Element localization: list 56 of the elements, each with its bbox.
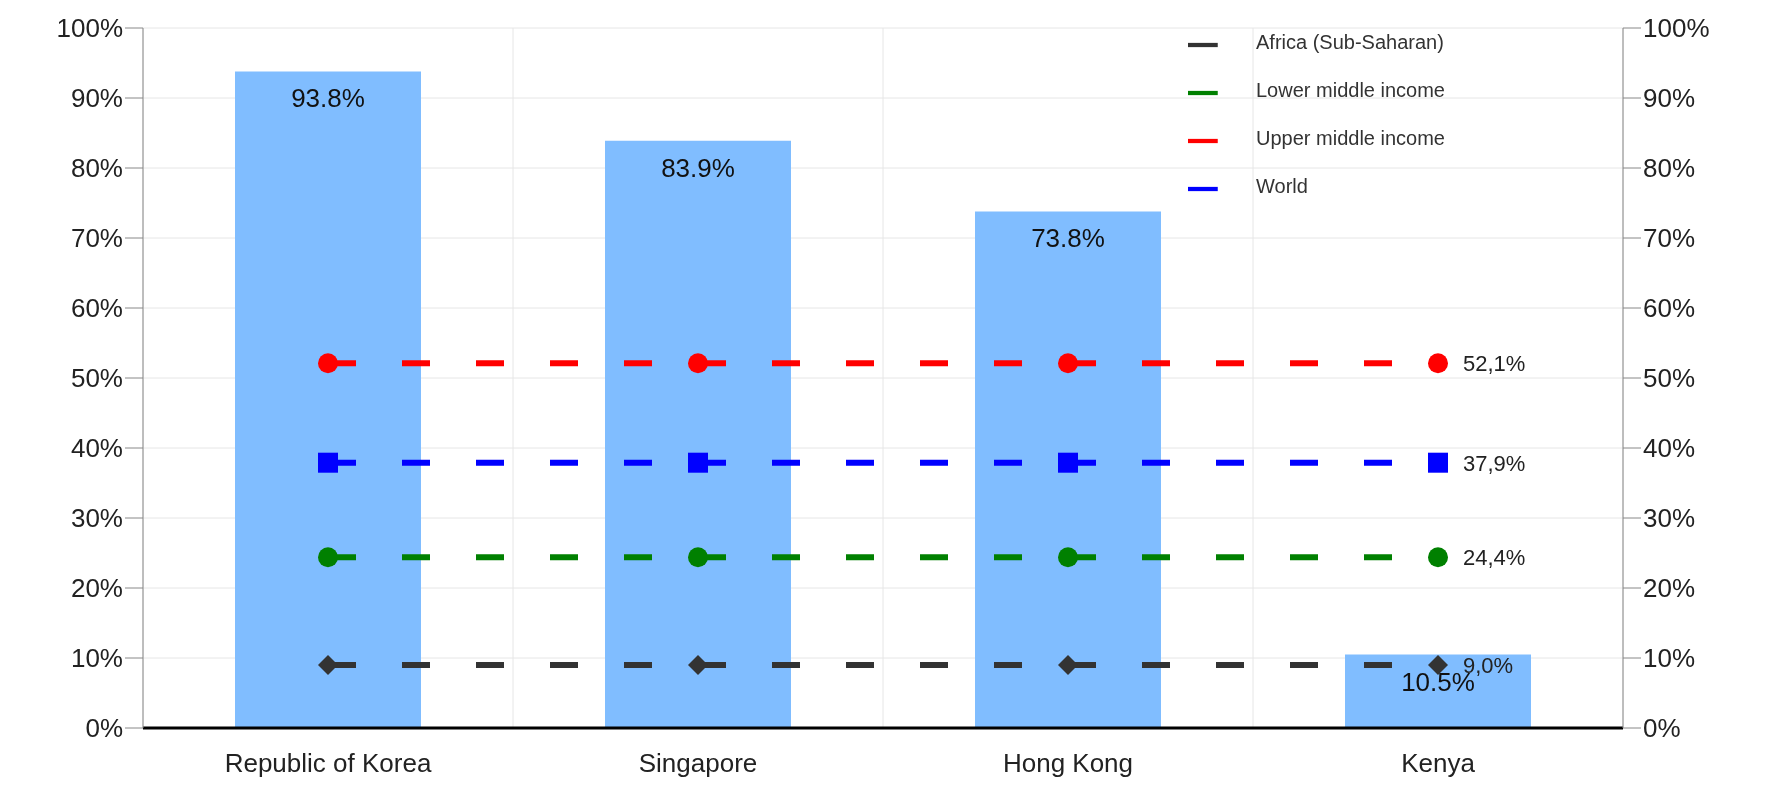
x-tick-label: Singapore [638, 748, 758, 779]
bar [975, 211, 1161, 728]
point [318, 353, 338, 374]
y-tick-label: 50% [70, 363, 123, 394]
y-tick-label: 70% [70, 223, 123, 254]
point [1058, 655, 1078, 675]
point [1428, 452, 1448, 473]
legend-label: Lower middle income [1256, 79, 1445, 101]
point [688, 353, 708, 374]
y2-tick-label: 40% [1643, 433, 1696, 464]
y2-tick-label: 70% [1643, 223, 1696, 254]
y2-tick-label: 0% [1643, 713, 1681, 744]
y2-tick-label: 100% [1643, 13, 1710, 44]
y-tick-label: 10% [70, 643, 123, 674]
bar [1345, 654, 1531, 728]
y2-tick-label: 20% [1643, 573, 1696, 604]
legend-label: Upper middle income [1256, 127, 1445, 149]
y-tick-label: 30% [70, 503, 123, 534]
point [688, 547, 708, 568]
y-tick-label: 90% [70, 83, 123, 114]
point [318, 655, 338, 675]
point [1058, 353, 1078, 374]
y-tick-label: 0% [85, 713, 123, 744]
point [688, 655, 708, 675]
data-label: 37,9% [1463, 450, 1526, 476]
point [1428, 353, 1448, 374]
y2-tick-label: 10% [1643, 643, 1696, 674]
data-label: 73.8% [1031, 223, 1105, 254]
x-tick-label: Republic of Korea [224, 748, 432, 779]
y2-tick-label: 90% [1643, 83, 1696, 114]
y-tick-label: 60% [70, 293, 123, 324]
x-tick-label: Kenya [1401, 748, 1476, 779]
y2-tick-label: 30% [1643, 503, 1696, 534]
bar [605, 140, 791, 728]
y2-tick-label: 60% [1643, 293, 1696, 324]
bar [235, 71, 421, 728]
point [318, 547, 338, 568]
data-label: 83.9% [661, 152, 735, 183]
data-label: 24,4% [1463, 545, 1526, 571]
data-label: 52,1% [1463, 351, 1526, 377]
point [1428, 655, 1448, 675]
point [1058, 547, 1078, 568]
y2-tick-label: 80% [1643, 153, 1696, 184]
y2-tick-label: 50% [1643, 363, 1696, 394]
data-label: 93.8% [291, 83, 365, 114]
point [688, 452, 708, 473]
y-tick-label: 40% [70, 433, 123, 464]
y-tick-label: 20% [70, 573, 123, 604]
point [318, 452, 338, 473]
x-tick-label: Hong Kong [1002, 748, 1134, 779]
legend-label: World [1256, 175, 1308, 197]
y-tick-label: 80% [70, 153, 123, 184]
y-tick-label: 100% [56, 13, 123, 44]
point [1058, 452, 1078, 473]
legend-label: Africa (Sub-Saharan) [1256, 31, 1444, 53]
point [1428, 547, 1448, 568]
